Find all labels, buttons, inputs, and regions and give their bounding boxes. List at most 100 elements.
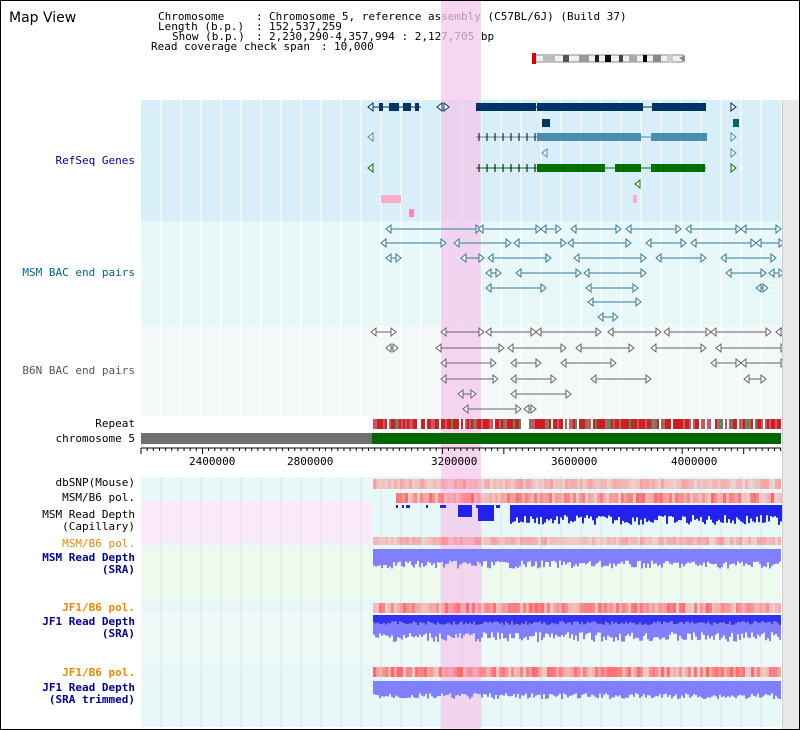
repeat-block	[385, 419, 387, 429]
msm-b6-pol-label[interactable]: MSM/B6 pol.	[62, 491, 135, 504]
depth-bar	[577, 681, 579, 699]
msm-depth-sra-label[interactable]: MSM Read Depth	[42, 551, 135, 564]
depth-bar	[625, 681, 627, 698]
chromosome-label[interactable]: chromosome 5	[55, 432, 135, 445]
repeat-block	[463, 419, 465, 429]
pol-cell	[436, 479, 439, 489]
repeat-label[interactable]: Repeat	[95, 417, 135, 430]
depth-bar	[727, 615, 729, 624]
depth-bar	[617, 615, 619, 625]
ncrna-mark	[381, 195, 401, 203]
depth-bar	[755, 615, 757, 622]
depth-bar	[753, 615, 755, 622]
depth-bar	[711, 549, 713, 565]
pol-cell	[658, 479, 661, 489]
depth-bar	[561, 549, 563, 566]
msm-depth-capillary-label[interactable]: MSM Read Depth	[42, 508, 135, 521]
strand-arrow	[663, 326, 670, 338]
depth-bar	[598, 505, 600, 517]
pol-cell	[559, 537, 562, 545]
depth-bar	[642, 505, 644, 525]
pol-cell	[643, 667, 646, 677]
pol-cell	[679, 479, 682, 489]
vertical-scrollbar[interactable]	[782, 100, 799, 729]
pol-cell	[502, 479, 505, 489]
depth-bar	[750, 505, 752, 519]
pol-cell	[472, 603, 475, 613]
pol-cell	[418, 603, 421, 613]
pol-cell	[469, 479, 472, 489]
depth-bar	[493, 549, 495, 566]
pol-cell	[499, 537, 502, 545]
repeat-block	[581, 419, 583, 429]
pol-cell	[672, 493, 675, 503]
depth-bar	[658, 505, 660, 516]
depth-bar	[447, 549, 449, 564]
jf1-depth-sra-label[interactable]: JF1 Read Depth	[42, 615, 135, 628]
depth-bar	[779, 549, 781, 562]
strand-arrow	[705, 326, 712, 338]
depth-bar	[475, 681, 477, 694]
pol-cell	[399, 493, 402, 503]
dbsnp-label[interactable]: dbSNP(Mouse)	[55, 476, 135, 489]
pol-cell	[634, 537, 637, 545]
repeat-block	[485, 419, 487, 429]
depth-bar	[425, 549, 427, 566]
depth-bar	[417, 615, 419, 638]
depth-bar	[662, 505, 664, 517]
pol-cell	[448, 537, 451, 545]
pol-cell	[600, 493, 603, 503]
chromosome-ideogram[interactable]	[529, 52, 689, 66]
msm-depth-capillary-sublabel: (Capillary)	[62, 520, 135, 533]
repeat-block	[387, 419, 389, 429]
pol-cell	[715, 537, 718, 545]
pol-cell	[721, 479, 724, 489]
jf1-b6-pol-2-label[interactable]: JF1/B6 pol.	[62, 666, 135, 679]
pol-cell	[625, 479, 628, 489]
refseq-genes-label[interactable]: RefSeq Genes	[55, 154, 135, 167]
depth-bar	[573, 681, 575, 695]
depth-bar	[515, 681, 517, 698]
depth-bar	[637, 615, 639, 625]
repeat-block	[621, 419, 623, 429]
depth-bar	[529, 549, 531, 562]
depth-bar	[745, 615, 747, 633]
pol-cell	[667, 479, 670, 489]
gene-exon	[537, 133, 607, 141]
msm-b6-pol-2-label[interactable]: MSM/B6 pol.	[62, 537, 135, 550]
depth-bar	[603, 615, 605, 625]
pol-cell	[703, 479, 706, 489]
strand-arrow	[540, 223, 547, 235]
depth-bar	[693, 549, 695, 562]
depth-bar	[377, 549, 379, 566]
depth-bar	[779, 615, 781, 625]
depth-bar	[537, 615, 539, 642]
depth-bar	[455, 615, 457, 625]
pol-cell	[631, 603, 634, 613]
depth-bar	[589, 681, 591, 697]
pol-cell	[694, 667, 697, 677]
pol-cell	[724, 479, 727, 489]
msm-bac-label[interactable]: MSM BAC end pairs	[22, 266, 135, 279]
depth-bar	[755, 681, 757, 697]
jf1-depth-trimmed-label[interactable]: JF1 Read Depth	[42, 681, 135, 694]
depth-bar	[481, 615, 483, 638]
depth-bar	[762, 505, 764, 523]
depth-bar	[405, 615, 407, 638]
depth-bar	[641, 681, 643, 697]
jf1-b6-pol-label[interactable]: JF1/B6 pol.	[62, 601, 135, 614]
pol-cell	[628, 667, 631, 677]
pol-cell	[508, 479, 511, 489]
depth-bar	[601, 615, 603, 625]
pol-cell	[712, 603, 715, 613]
depth-bar	[579, 681, 581, 698]
depth-bar	[583, 549, 585, 564]
depth-bar	[433, 681, 435, 699]
depth-bar	[582, 505, 584, 524]
repeat-block	[491, 419, 493, 429]
depth-bar	[713, 549, 715, 565]
depth-bar	[651, 615, 653, 624]
pol-cell	[511, 667, 514, 677]
b6n-bac-label[interactable]: B6N BAC end pairs	[22, 364, 135, 377]
